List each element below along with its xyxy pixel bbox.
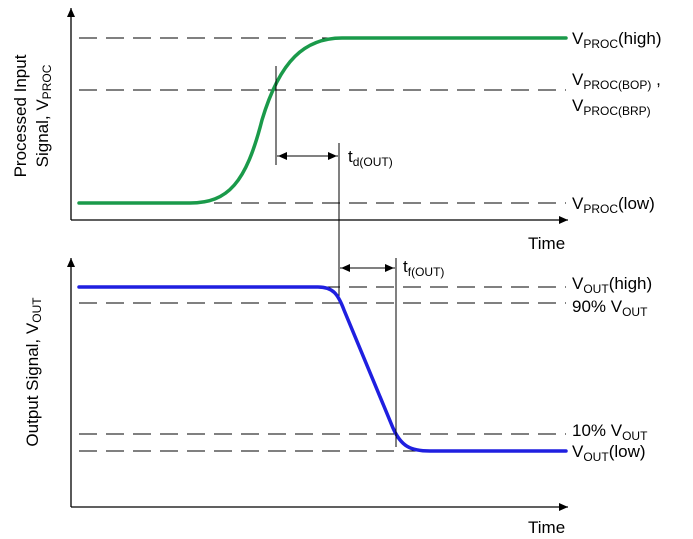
vproc-high-label: VPROC(high) bbox=[572, 29, 661, 51]
bottom-y-label: Output Signal, VOUT bbox=[23, 297, 44, 447]
tf-out-label: tf(OUT) bbox=[403, 257, 444, 279]
bottom-panel: Output Signal, VOUT Time VOUT(high) 90% … bbox=[23, 257, 652, 537]
input-signal-curve bbox=[77, 36, 568, 205]
top-y-label-line1: Processed Input bbox=[11, 54, 30, 177]
vproc-brp-label: VPROC(BRP) bbox=[572, 96, 651, 118]
top-y-axis-label: Processed Input Signal, VPROC bbox=[11, 54, 54, 177]
vout-low-label: VOUT(low) bbox=[572, 442, 646, 464]
vproc-low-label: VPROC(low) bbox=[572, 194, 655, 216]
top-y-label-line2: Signal, VPROC bbox=[33, 64, 54, 167]
vout-90pct-label: 90% VOUT bbox=[572, 297, 648, 319]
vproc-bop-label: VPROC(BOP) , bbox=[572, 70, 661, 92]
td-out-label: td(OUT) bbox=[348, 147, 393, 169]
vout-10pct-label: 10% VOUT bbox=[572, 421, 648, 443]
bottom-x-axis-label: Time bbox=[528, 518, 565, 537]
top-x-axis-label: Time bbox=[528, 234, 565, 253]
bottom-y-axis-label: Output Signal, VOUT bbox=[23, 297, 44, 447]
vout-high-label: VOUT(high) bbox=[572, 274, 652, 296]
top-panel: Processed Input Signal, VPROC Time VPROC… bbox=[11, 8, 661, 300]
output-signal-curve bbox=[77, 285, 568, 453]
